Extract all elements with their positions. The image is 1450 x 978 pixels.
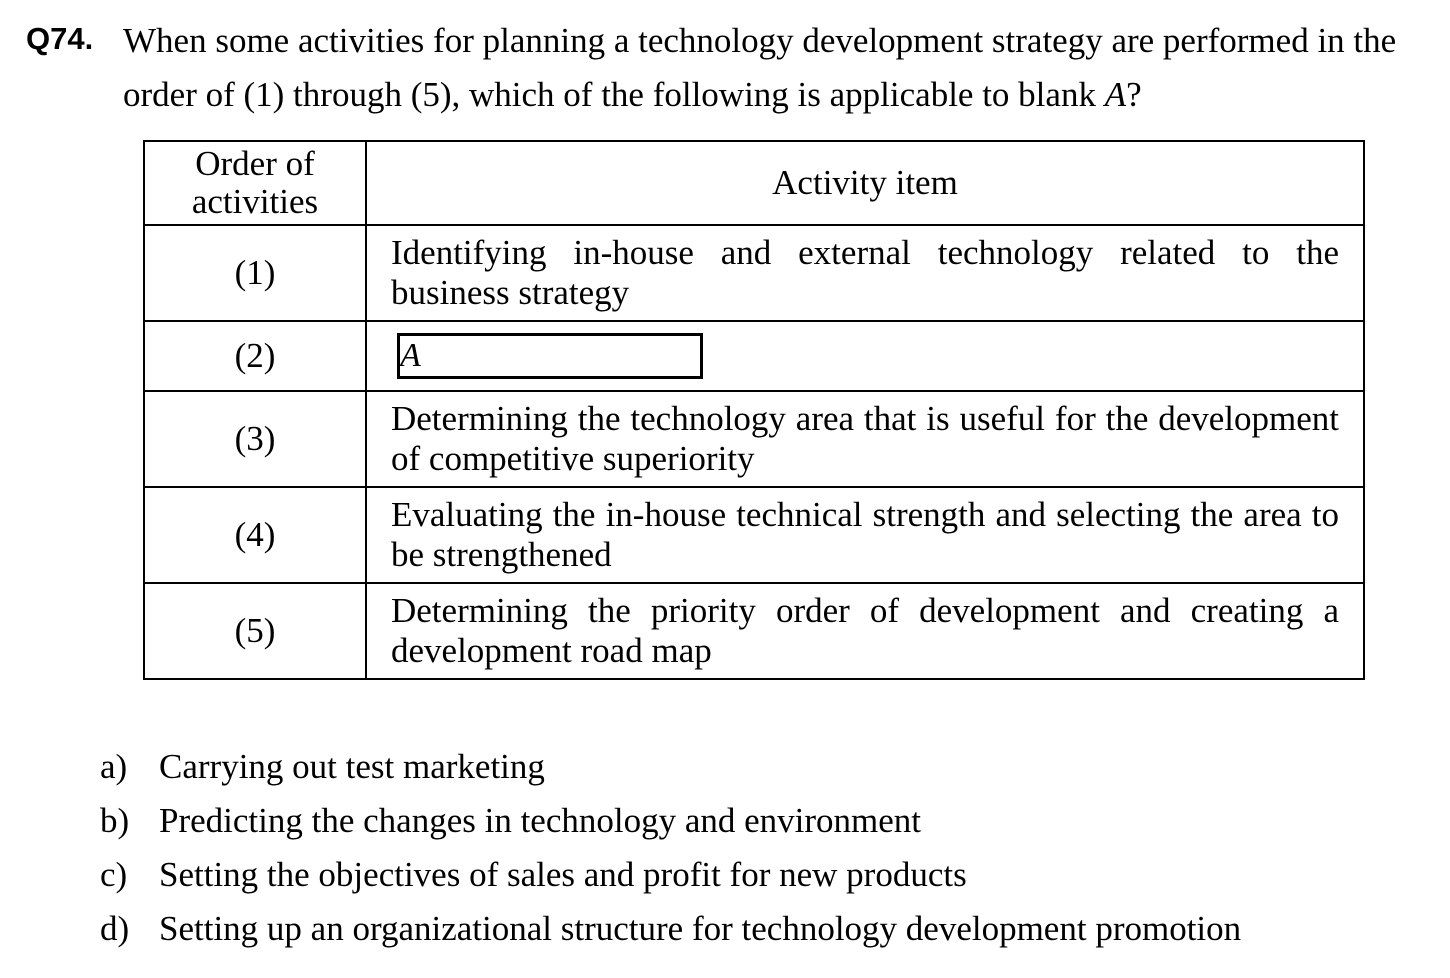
option-text: Setting the objectives of sales and prof… [159, 855, 967, 894]
activity-cell: Evaluating the in-house technical streng… [365, 486, 1365, 584]
option-c[interactable]: c) Setting the objectives of sales and p… [100, 848, 1400, 902]
order-cell: (5) [143, 582, 367, 680]
order-cell: (4) [143, 486, 367, 584]
activity-cell: Identifying in-house and external techno… [365, 224, 1365, 322]
table-row: (5) Determining the priority order of de… [143, 582, 1365, 680]
order-cell: (1) [143, 224, 367, 322]
option-letter: d) [100, 909, 130, 948]
blank-box-a: A [397, 333, 703, 379]
question-blank-reference: A [1104, 75, 1127, 114]
table-row: (3) Determining the technology area that… [143, 390, 1365, 488]
option-b[interactable]: b) Predicting the changes in technology … [100, 794, 1400, 848]
activity-table: Order of activities Activity item (1) Id… [143, 140, 1365, 680]
option-letter: c) [100, 855, 128, 894]
question-text-main: When some activities for planning a tech… [123, 21, 1397, 114]
table-row: (4) Evaluating the in-house technical st… [143, 486, 1365, 584]
table-row: (1) Identifying in-house and external te… [143, 224, 1365, 322]
question-text: When some activities for planning a tech… [123, 14, 1398, 122]
option-letter: a) [100, 747, 128, 786]
order-cell: (2) [143, 320, 367, 392]
option-text: Carrying out test marketing [159, 747, 545, 786]
header-order-line1: Order of [195, 144, 315, 183]
option-text: Predicting the changes in technology and… [159, 801, 922, 840]
option-letter: b) [100, 801, 130, 840]
activity-cell-blank: A [365, 320, 1365, 392]
question-text-end: ? [1126, 75, 1142, 114]
header-order-of-activities: Order of activities [143, 140, 367, 226]
option-text: Setting up an organizational structure f… [159, 909, 1242, 948]
header-order-line2: activities [191, 182, 319, 221]
order-cell: (3) [143, 390, 367, 488]
activity-cell: Determining the technology area that is … [365, 390, 1365, 488]
answer-options: a) Carrying out test marketing b) Predic… [100, 740, 1400, 956]
option-a[interactable]: a) Carrying out test marketing [100, 740, 1400, 794]
question-number: Q74. [26, 21, 94, 56]
table-row: (2) A [143, 320, 1365, 392]
table-header-row: Order of activities Activity item [143, 140, 1365, 226]
activity-cell: Determining the priority order of develo… [365, 582, 1365, 680]
option-d[interactable]: d) Setting up an organizational structur… [100, 902, 1400, 956]
header-activity-item: Activity item [365, 140, 1365, 226]
